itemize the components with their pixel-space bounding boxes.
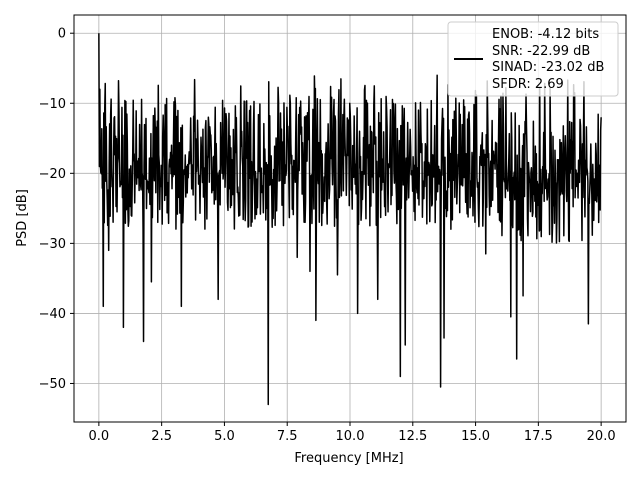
y-tick-label: −20 bbox=[39, 167, 66, 182]
x-tick-label: 10.0 bbox=[336, 429, 365, 444]
x-tick-label: 0.0 bbox=[89, 429, 110, 444]
y-axis: 0 −10 −20 −30 −40 −50 bbox=[39, 27, 74, 392]
y-axis-label: PSD [dB] bbox=[15, 189, 30, 247]
y-tick-label: 0 bbox=[58, 27, 66, 42]
psd-series-line bbox=[98, 33, 602, 406]
legend-entry: ENOB: -4.12 bits bbox=[492, 27, 599, 42]
y-tick-label: −50 bbox=[39, 377, 66, 392]
y-tick-label: −30 bbox=[39, 237, 66, 252]
series-layer bbox=[98, 33, 602, 406]
x-axis: 0.0 2.5 5.0 7.5 10.0 12.5 15.0 17.5 20.0 bbox=[89, 422, 616, 444]
legend: ENOB: -4.12 bits SNR: -22.99 dB SINAD: -… bbox=[447, 21, 619, 97]
legend-entry: SFDR: 2.69 bbox=[492, 77, 564, 92]
y-tick-label: −40 bbox=[39, 307, 66, 322]
legend-entry: SINAD: -23.02 dB bbox=[492, 60, 604, 75]
x-tick-label: 7.5 bbox=[277, 429, 298, 444]
x-axis-label: Frequency [MHz] bbox=[294, 451, 403, 466]
x-tick-label: 17.5 bbox=[524, 429, 553, 444]
x-tick-label: 5.0 bbox=[214, 429, 235, 444]
x-tick-label: 2.5 bbox=[151, 429, 172, 444]
legend-box bbox=[447, 21, 619, 97]
legend-entry: SNR: -22.99 dB bbox=[492, 44, 590, 59]
x-tick-label: 20.0 bbox=[587, 429, 616, 444]
x-tick-label: 12.5 bbox=[398, 429, 427, 444]
y-tick-label: −10 bbox=[39, 97, 66, 112]
x-tick-label: 15.0 bbox=[461, 429, 490, 444]
